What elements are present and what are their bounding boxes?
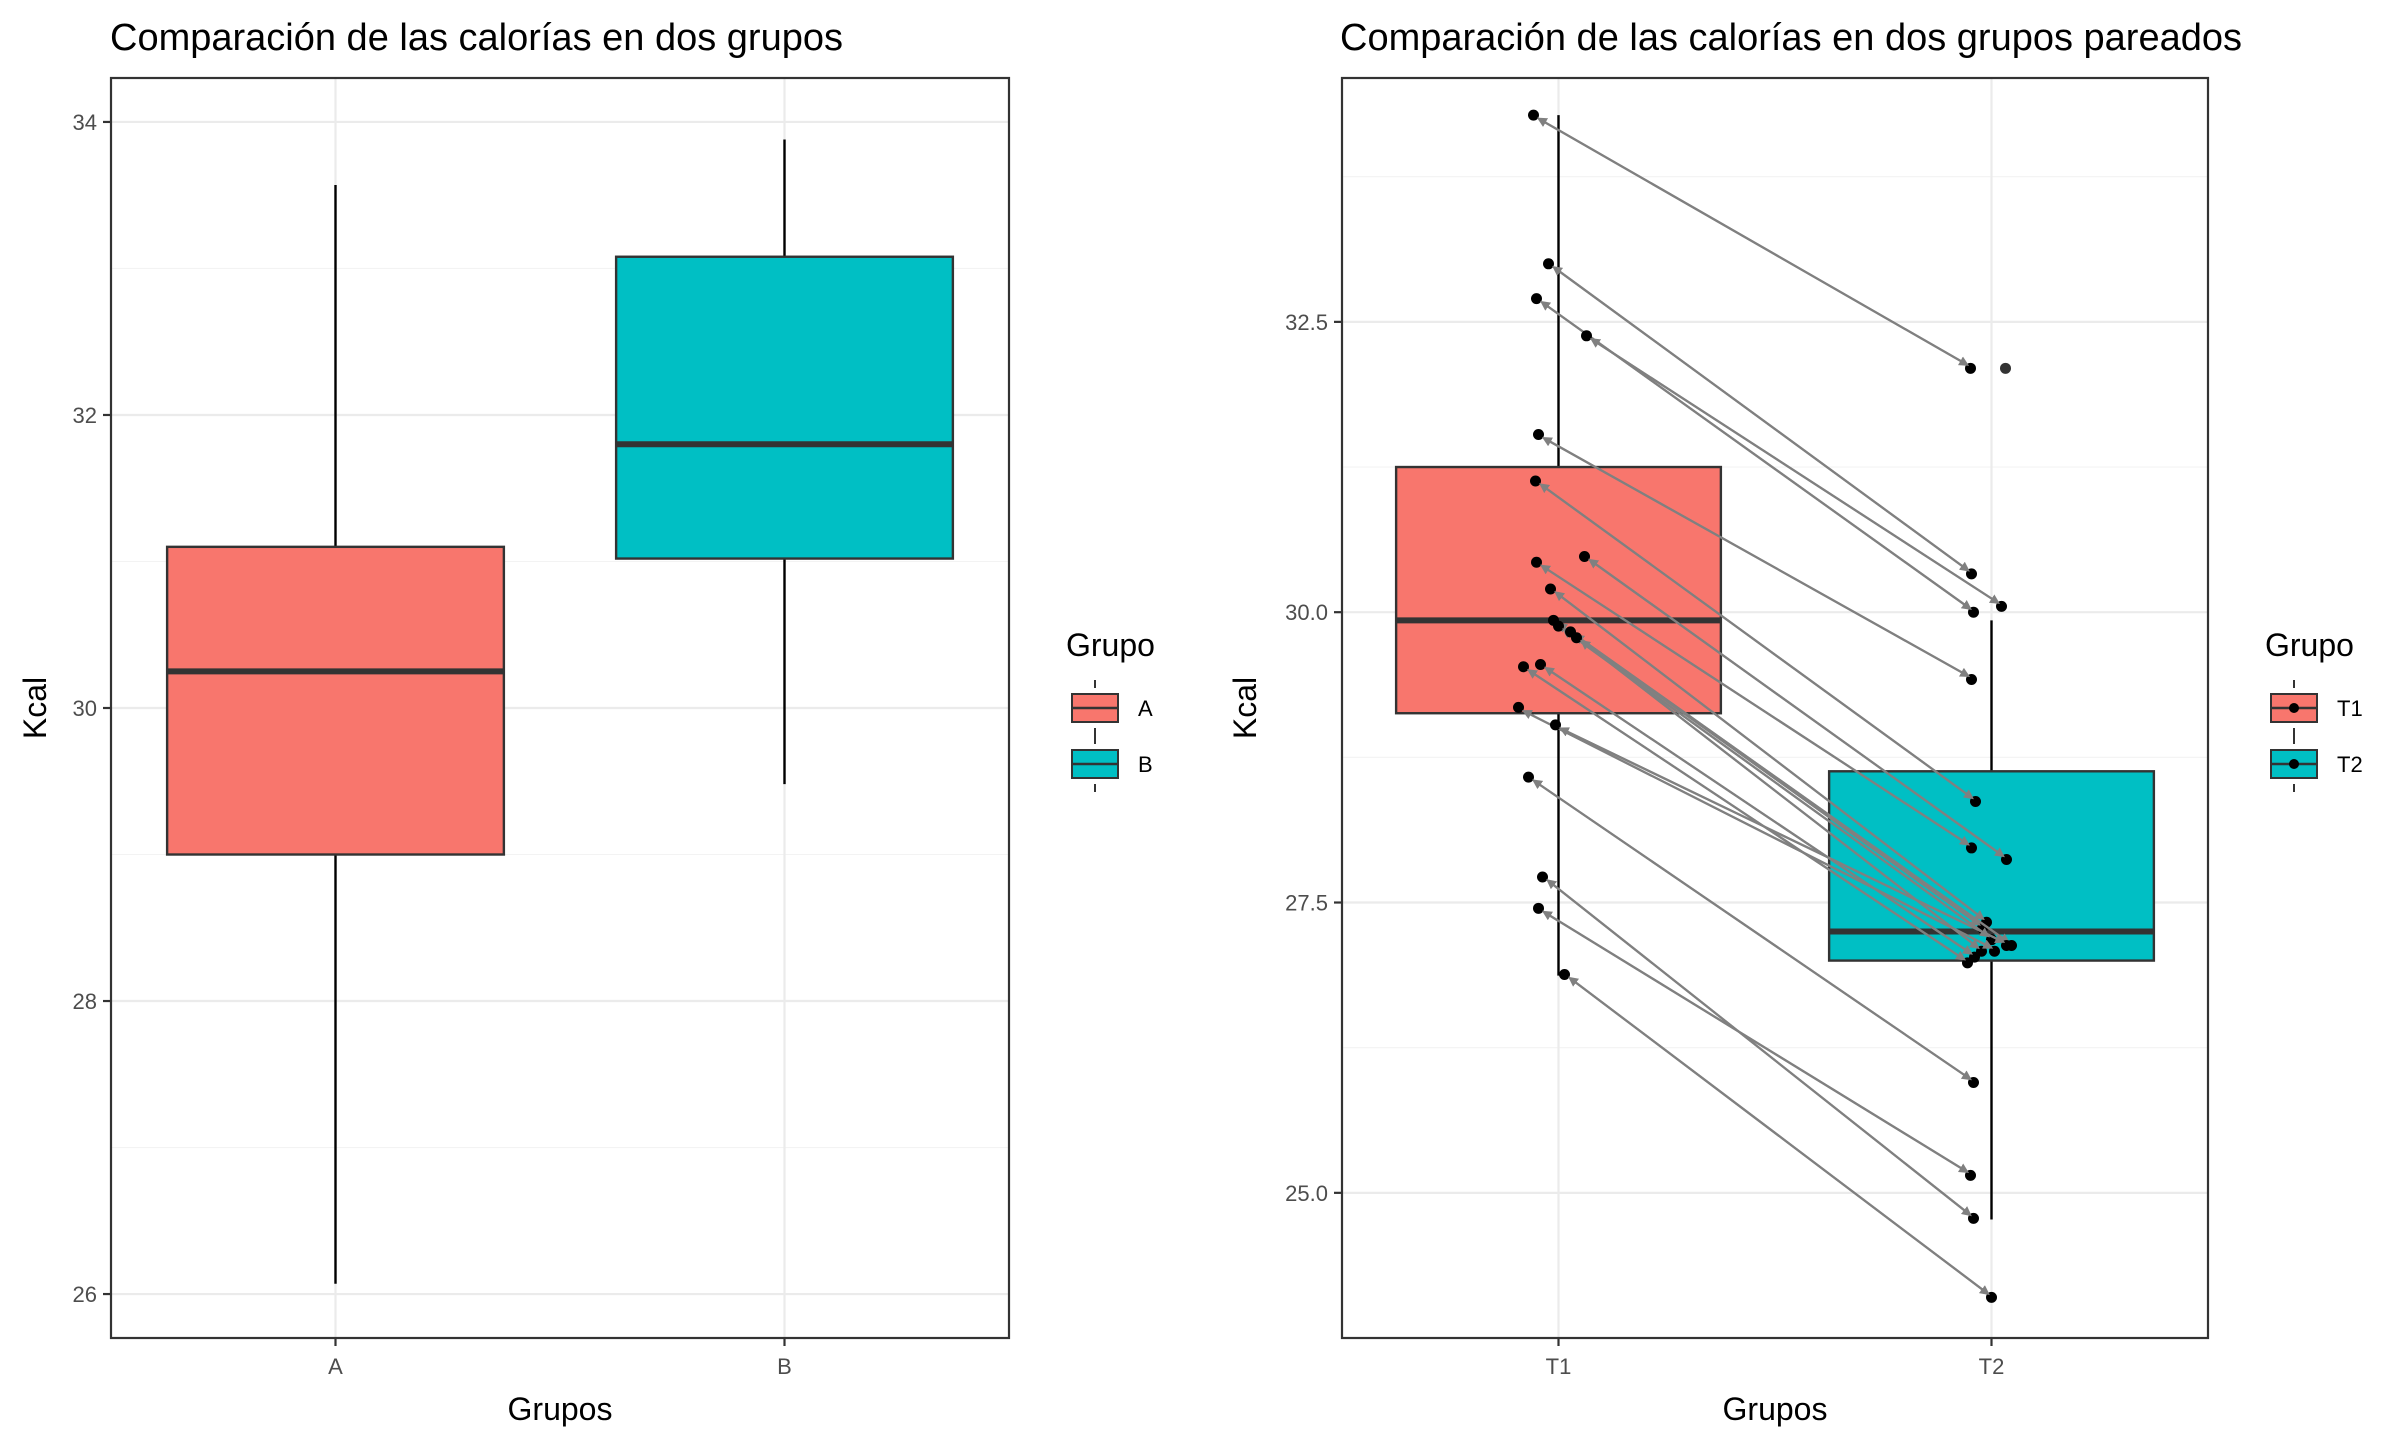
pair-arrow-back — [1589, 338, 1999, 604]
chart-right-legend: Grupo T1 T2 — [2265, 627, 2363, 792]
chart-right-x-axis: T1 T2 — [1546, 1338, 2005, 1379]
point-t1 — [1530, 475, 1541, 487]
legend-label-T1: T1 — [2337, 696, 2363, 721]
pair-arrow-back — [1539, 483, 1973, 799]
y-tick-label: 30 — [73, 696, 97, 721]
point-t2 — [1968, 1077, 1979, 1089]
point-t2 — [1966, 568, 1977, 580]
point-t2 — [1996, 600, 2007, 612]
point-t1 — [1531, 293, 1542, 305]
point-t2 — [1965, 362, 1976, 374]
pair-arrow-back — [1539, 564, 1969, 845]
pair-arrow-back — [1541, 910, 1968, 1173]
pair-arrow-back — [1568, 976, 1989, 1295]
point-t2 — [1989, 945, 2000, 957]
point-t2 — [1965, 1169, 1976, 1181]
pair-arrow-back — [1580, 639, 1979, 949]
x-tick-label: B — [777, 1354, 792, 1379]
point-t2 — [2001, 939, 2012, 951]
box-B — [614, 255, 955, 560]
x-tick-label: T2 — [1979, 1354, 2005, 1379]
pair-arrow-back — [1532, 779, 1971, 1080]
chart-right-x-axis-title: Grupos — [1723, 1391, 1828, 1427]
legend-label-A: A — [1138, 696, 1153, 721]
chart-right-legend-title: Grupo — [2265, 627, 2354, 663]
chart-right-boxes — [1394, 115, 2156, 1220]
y-tick-label: 34 — [73, 110, 97, 135]
point-t2 — [1968, 1212, 1979, 1224]
point-t2 — [2001, 854, 2012, 866]
chart-right-pairs — [1513, 109, 2017, 1303]
pair-arrow-back — [1527, 669, 1965, 960]
point-t1 — [1518, 661, 1529, 673]
point-t1 — [1545, 583, 1556, 595]
y-tick-label: 32.5 — [1285, 310, 1328, 335]
point-t1 — [1579, 550, 1590, 562]
point-t1 — [1513, 701, 1524, 713]
legend-key-dot — [2289, 703, 2299, 713]
legend-label-B: B — [1138, 752, 1153, 777]
point-t1 — [1537, 871, 1548, 883]
chart-right-y-axis-title: Kcal — [1227, 677, 1263, 739]
chart-left-y-axis-title: Kcal — [17, 677, 53, 739]
point-t2 — [1962, 957, 1973, 969]
y-tick-label: 28 — [73, 989, 97, 1014]
y-tick-label: 27.5 — [1285, 891, 1328, 916]
x-tick-label: T1 — [1546, 1354, 1572, 1379]
y-tick-label: 25.0 — [1285, 1181, 1328, 1206]
point-t1 — [1535, 658, 1546, 670]
box-A — [165, 545, 506, 856]
point-t1 — [1531, 556, 1542, 568]
point-t1 — [1550, 719, 1561, 731]
point-t2 — [1970, 795, 1981, 807]
pair-arrow-back — [1546, 879, 1971, 1216]
chart-left: Comparación de las calorías en dos grupo… — [17, 17, 1155, 1427]
point-t1 — [1543, 258, 1554, 270]
chart-left-title: Comparación de las calorías en dos grupo… — [110, 17, 843, 59]
point-t1 — [1533, 429, 1544, 441]
chart-right: Comparación de las calorías en dos grupo… — [1227, 17, 2363, 1427]
point-t1 — [1528, 109, 1539, 121]
pair-arrow-back — [1554, 591, 1984, 920]
pair-arrow-back — [1574, 634, 2009, 943]
point-t2-extra — [2000, 362, 2011, 374]
point-t1 — [1559, 969, 1570, 981]
chart-left-y-axis: 26 28 30 32 34 — [73, 110, 111, 1307]
point-t2 — [1966, 674, 1977, 686]
box-T1 — [1394, 465, 1723, 715]
point-t2 — [1966, 842, 1977, 854]
point-t1 — [1523, 771, 1534, 783]
chart-left-legend-items: AB — [1071, 680, 1153, 792]
chart-right-panel-border — [1340, 76, 2210, 1340]
chart-left-legend: Grupo AB — [1066, 627, 1155, 792]
chart-right-title: Comparación de las calorías en dos grupo… — [1340, 17, 2242, 59]
pair-arrow-back — [1521, 710, 1991, 949]
y-tick-label: 32 — [73, 403, 97, 428]
chart-left-x-axis-title: Grupos — [508, 1391, 613, 1427]
y-tick-label: 30.0 — [1285, 600, 1328, 625]
pair-arrow-back — [1588, 558, 2004, 857]
point-t1 — [1571, 632, 1582, 644]
chart-right-legend-items: T1 T2 — [2270, 680, 2363, 792]
pair-arrow-back — [1558, 727, 2003, 943]
chart-left-boxes — [165, 139, 955, 1284]
point-t1 — [1581, 330, 1592, 342]
pair-arrow-back — [1536, 117, 1968, 366]
point-t2 — [1968, 606, 1979, 618]
y-tick-label: 26 — [73, 1282, 97, 1307]
pair-arrow-back — [1552, 266, 1969, 571]
point-t1 — [1533, 902, 1544, 914]
chart-left-legend-title: Grupo — [1066, 627, 1155, 663]
point-t2 — [1986, 1291, 1997, 1303]
point-t1 — [1553, 620, 1564, 632]
pair-arrow-back — [1541, 437, 1969, 677]
x-tick-label: A — [328, 1354, 343, 1379]
legend-key-dot — [2289, 759, 2299, 769]
pair-arrow-back — [1544, 666, 1972, 955]
legend-label-T2: T2 — [2337, 752, 2363, 777]
chart-right-y-axis: 25.0 27.5 30.0 32.5 — [1285, 310, 1342, 1206]
